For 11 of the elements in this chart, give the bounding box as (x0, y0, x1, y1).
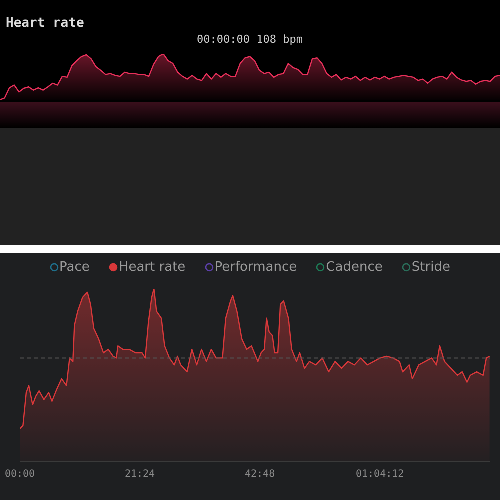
legend-label: Performance (214, 260, 298, 274)
x-tick-label: 21:24 (124, 469, 156, 480)
chart-subtitle: 00:00:00 108 bpm (0, 31, 500, 46)
legend-label: Cadence (326, 260, 383, 274)
x-tick-label: 01:04:12 (356, 469, 404, 480)
legend-label: Heart rate (118, 260, 186, 274)
legend-label: Stride (412, 260, 450, 274)
x-tick-label: 42:48 (244, 469, 276, 480)
x-tick-label: 00:00 (4, 469, 36, 480)
legend-label: Pace (60, 260, 90, 274)
chart-title: Heart rate (0, 0, 500, 31)
